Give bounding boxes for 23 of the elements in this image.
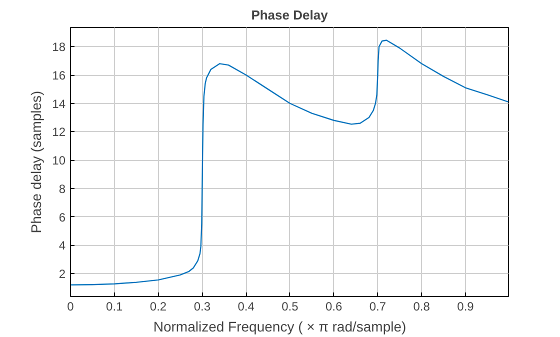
y-tick-label: 18 <box>52 40 66 54</box>
x-tick-label: 0.8 <box>413 300 430 314</box>
x-tick-label: 0.2 <box>150 300 167 314</box>
y-tick-label: 8 <box>58 182 66 196</box>
x-tick-label: 0.9 <box>457 300 474 314</box>
x-tick-label: 0 <box>67 300 74 314</box>
x-tick-label: 0.5 <box>282 300 299 314</box>
y-axis-title: Phase delay (samples) <box>28 90 44 234</box>
y-tick-label: 14 <box>52 96 66 111</box>
x-tick-label: 0.6 <box>325 300 342 314</box>
y-tick-label: 2 <box>58 267 66 282</box>
chart-title: Phase Delay <box>251 8 329 22</box>
x-tick-label: 0.7 <box>369 300 386 314</box>
line-series <box>70 40 508 286</box>
x-axis-title: Normalized Frequency ( × π rad/sample) <box>153 318 406 334</box>
y-tick-label: 12 <box>52 125 66 140</box>
y-tick-label: 4 <box>58 238 66 253</box>
x-tick-label: 0.4 <box>238 300 255 314</box>
x-tick-label: 0.1 <box>106 300 124 314</box>
x-tick-label: 0.3 <box>194 300 211 314</box>
y-tick-label: 10 <box>52 154 66 168</box>
y-tick-label: 16 <box>52 68 66 83</box>
y-tick-label: 6 <box>58 210 66 224</box>
